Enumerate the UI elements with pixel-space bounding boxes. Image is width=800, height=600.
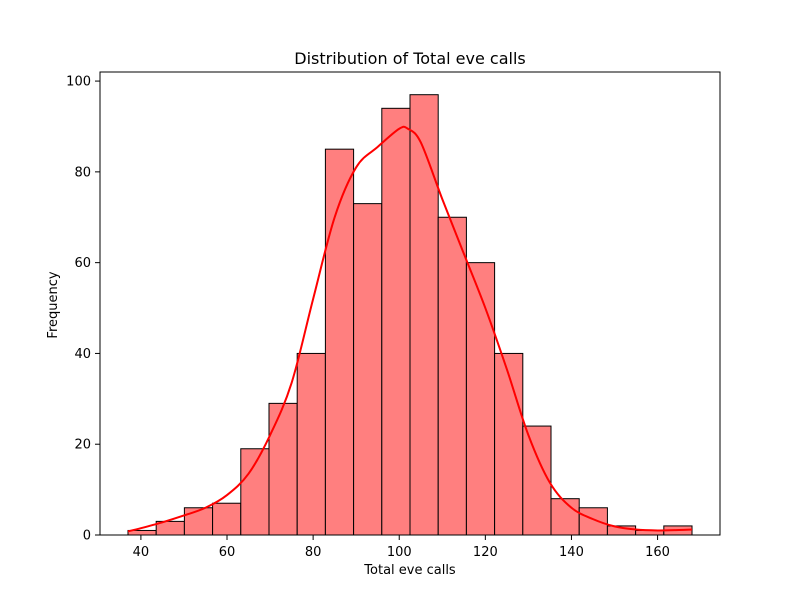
- bars-group: [127, 94, 693, 536]
- histogram-bar: [381, 107, 411, 536]
- histogram-bar: [268, 402, 298, 536]
- histogram-bar: [240, 448, 270, 536]
- histogram-bar: [212, 502, 242, 536]
- x-axis-label: Total eve calls: [363, 563, 456, 578]
- x-tick-label: 140: [559, 545, 584, 560]
- plot-frame: [99, 71, 721, 536]
- y-tick-label: 40: [74, 347, 91, 362]
- x-axis-ticks: 40 60 80 100 120 140 160: [133, 535, 670, 560]
- y-axis-ticks: 0 20 40 60 80 100: [66, 75, 100, 544]
- y-tick-label: 60: [74, 256, 91, 271]
- histogram-bar: [409, 94, 439, 536]
- histogram-bar: [296, 352, 326, 536]
- histogram-bar: [550, 498, 580, 536]
- histogram-bar: [578, 507, 608, 536]
- x-tick-label: 160: [645, 545, 670, 560]
- y-tick-label: 80: [74, 165, 91, 180]
- y-tick-label: 100: [66, 75, 91, 90]
- histogram-bar: [353, 203, 383, 536]
- chart-title: Distribution of Total eve calls: [294, 49, 525, 68]
- histogram-bar: [522, 425, 552, 536]
- y-tick-label: 0: [83, 529, 91, 544]
- histogram-bar: [494, 352, 524, 536]
- x-tick-label: 100: [387, 545, 412, 560]
- x-tick-label: 60: [219, 545, 236, 560]
- y-axis-label: Frequency: [46, 271, 61, 338]
- histogram-bar: [465, 262, 496, 536]
- x-tick-label: 120: [473, 545, 498, 560]
- x-tick-label: 80: [305, 545, 322, 560]
- histogram-bar: [183, 507, 214, 536]
- y-tick-label: 20: [74, 438, 91, 453]
- histogram-bar: [324, 148, 355, 536]
- x-tick-label: 40: [133, 545, 150, 560]
- histogram-bar: [437, 216, 467, 536]
- kde-curve: [127, 125, 693, 533]
- kde-group: [127, 125, 693, 533]
